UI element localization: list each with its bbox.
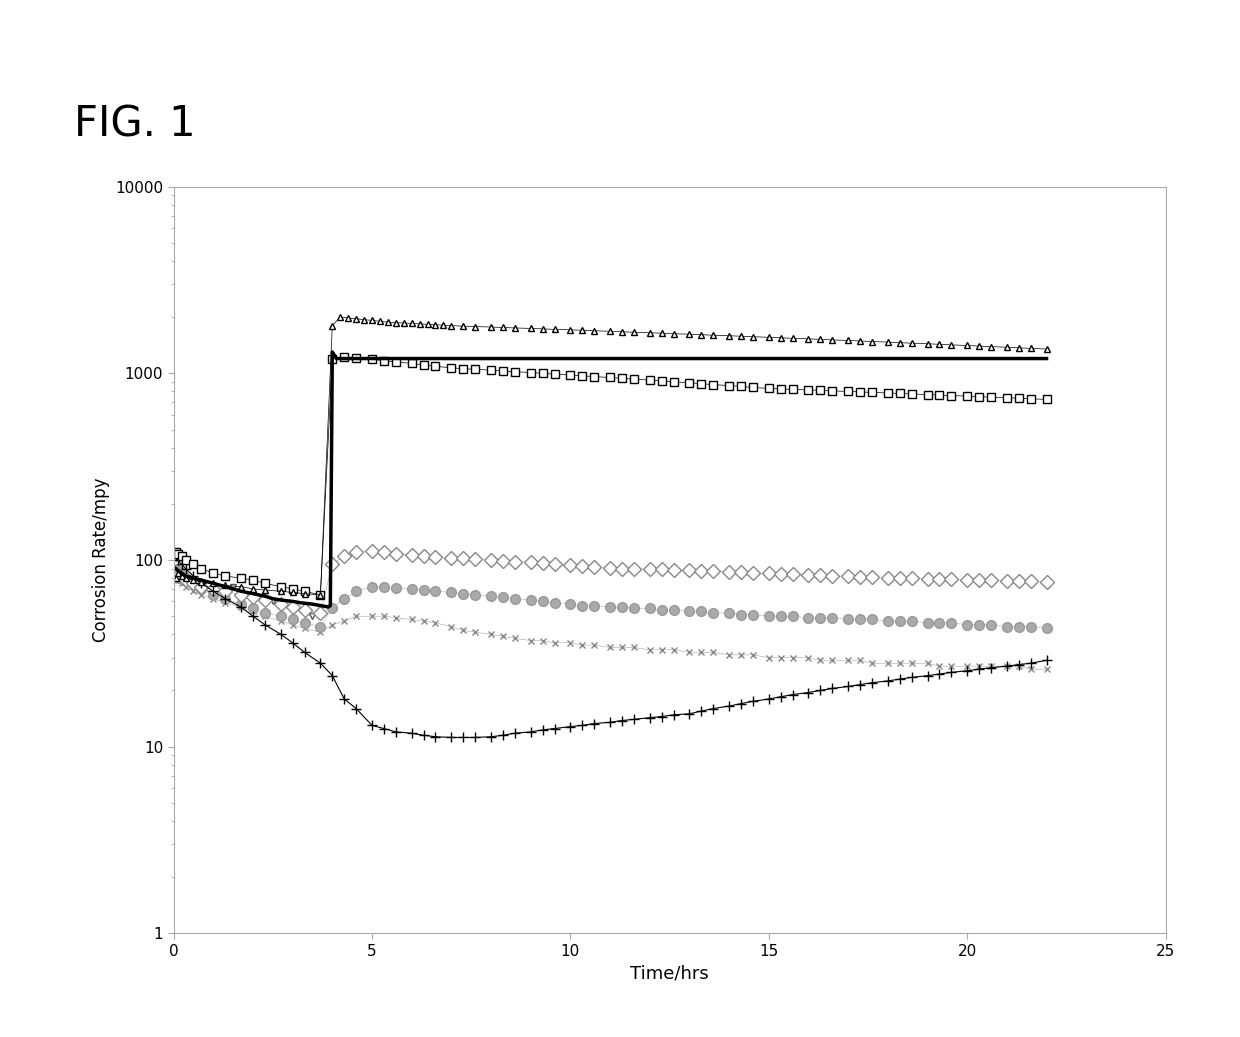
- Y-axis label: Corrosion Rate/mpy: Corrosion Rate/mpy: [92, 478, 109, 642]
- Text: FIG. 1: FIG. 1: [74, 104, 196, 146]
- X-axis label: Time/hrs: Time/hrs: [630, 964, 709, 982]
